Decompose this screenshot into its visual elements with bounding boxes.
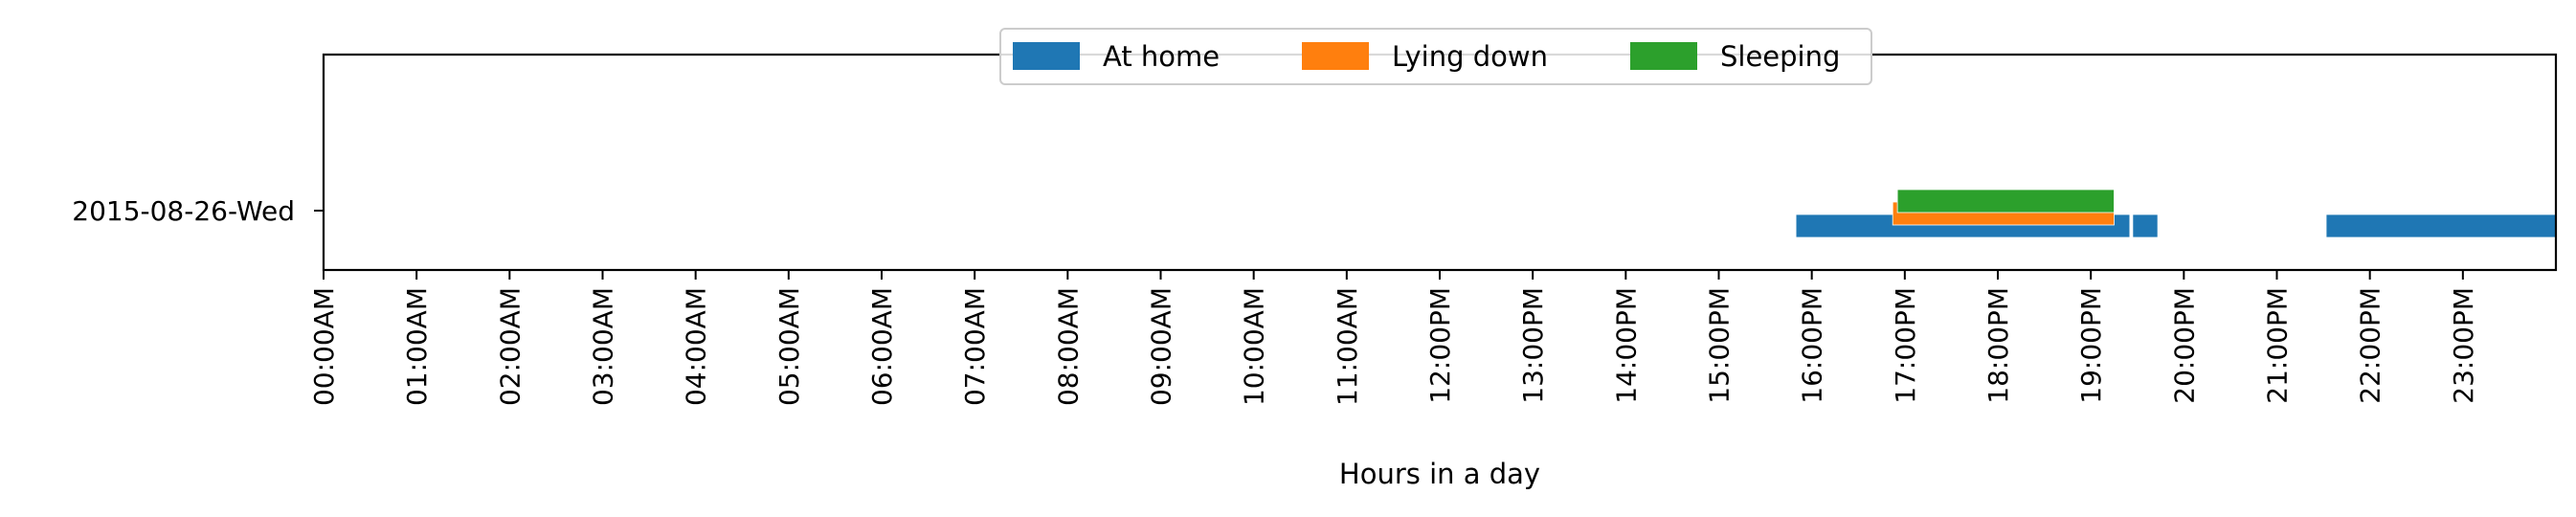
bar-sleeping-0 [1896,189,2115,214]
legend-swatch-at-home [1013,42,1080,70]
x-tick-label: 19:00PM [2075,287,2107,404]
x-tick-label: 00:00AM [308,287,340,406]
x-tick-label: 08:00AM [1052,287,1084,406]
x-tick-label: 22:00PM [2355,287,2386,404]
legend-swatch-lying-down [1302,42,1369,70]
x-tick-label: 23:00PM [2448,287,2479,404]
legend-swatch-sleeping [1630,42,1697,70]
x-tick-label: 12:00PM [1424,287,1456,404]
x-tick-label: 18:00PM [1982,287,2014,404]
x-tick-label: 21:00PM [2262,287,2294,404]
x-axis-label: Hours in a day [1339,458,1540,490]
activity-bars [1795,189,2557,238]
x-tick-label: 05:00AM [773,287,805,406]
x-tick-label: 13:00PM [1517,287,1549,404]
y-tick-label: 2015-08-26-Wed [72,195,295,227]
x-tick-label: 09:00AM [1146,287,1177,406]
plot-area-frame [322,53,2558,272]
x-tick-label: 17:00PM [1890,287,1921,404]
legend-label-sleeping: Sleeping [1720,40,1840,73]
x-tick-label: 15:00PM [1704,287,1736,404]
x-tick-label: 14:00PM [1610,287,1642,404]
x-tick-label: 03:00AM [588,287,619,406]
x-axis: 00:00AM 01:00AM 02:00AM 03:00AM 04:00AM 05:00… [308,270,2479,406]
bar-at-home-1 [2132,214,2159,238]
x-tick-label: 20:00PM [2168,287,2200,404]
x-tick-label: 07:00AM [959,287,991,406]
bar-at-home-2 [2325,214,2557,238]
x-tick-label: 11:00AM [1332,287,1363,406]
x-tick-label: 10:00AM [1239,287,1270,406]
legend-label-at-home: At home [1103,40,1220,73]
legend-label-lying-down: Lying down [1392,40,1548,73]
x-tick-label: 06:00AM [866,287,898,406]
y-axis: 2015-08-26-Wed [72,195,324,227]
legend: At home Lying down Sleeping [999,28,1872,85]
x-tick-label: 04:00AM [681,287,712,406]
x-tick-label: 01:00AM [401,287,433,406]
x-tick-label: 02:00AM [494,287,526,406]
x-tick-label: 16:00PM [1797,287,1828,404]
